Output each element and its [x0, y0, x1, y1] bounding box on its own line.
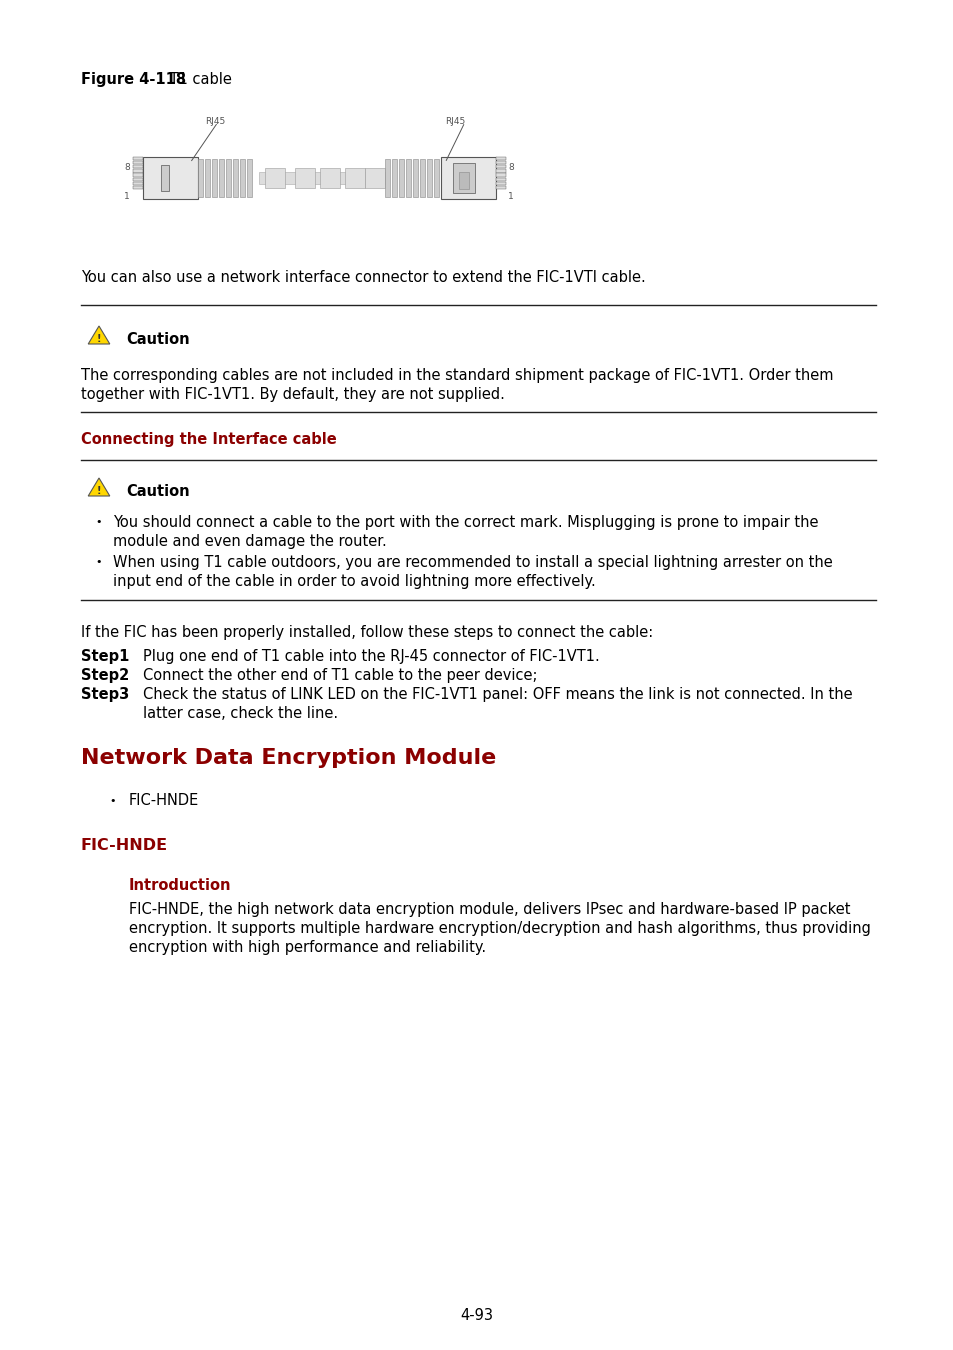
Text: If the FIC has been properly installed, follow these steps to connect the cable:: If the FIC has been properly installed, … — [81, 625, 653, 640]
Text: T1 cable: T1 cable — [165, 72, 232, 86]
Text: FIC-HNDE: FIC-HNDE — [129, 792, 199, 809]
Bar — [132, 157, 143, 161]
Bar — [496, 157, 505, 161]
Bar — [319, 167, 339, 188]
Text: Step1: Step1 — [81, 649, 130, 664]
Bar — [365, 167, 385, 188]
Bar — [496, 186, 505, 189]
Bar — [265, 167, 285, 188]
Bar — [132, 169, 143, 173]
Text: FIC-HNDE, the high network data encryption module, delivers IPsec and hardware-b: FIC-HNDE, the high network data encrypti… — [129, 902, 850, 917]
Bar — [258, 171, 385, 184]
Bar — [385, 159, 390, 197]
Text: together with FIC-1VT1. By default, they are not supplied.: together with FIC-1VT1. By default, they… — [81, 387, 504, 402]
Bar — [406, 159, 411, 197]
Text: The corresponding cables are not included in the standard shipment package of FI: The corresponding cables are not include… — [81, 369, 833, 383]
Bar — [132, 182, 143, 185]
Text: RJ45: RJ45 — [205, 117, 225, 126]
Bar — [496, 177, 505, 181]
Bar — [233, 159, 237, 197]
Bar — [496, 169, 505, 173]
Text: encryption. It supports multiple hardware encryption/decryption and hash algorit: encryption. It supports multiple hardwar… — [129, 921, 870, 936]
Bar — [419, 159, 424, 197]
Text: latter case, check the line.: latter case, check the line. — [143, 706, 337, 721]
Bar — [427, 159, 432, 197]
Bar — [198, 159, 203, 197]
Text: encryption with high performance and reliability.: encryption with high performance and rel… — [129, 940, 486, 954]
Bar — [458, 173, 469, 189]
Text: Caution: Caution — [126, 332, 190, 347]
Bar — [132, 173, 143, 177]
Bar — [398, 159, 403, 197]
Bar — [219, 159, 224, 197]
Text: 8: 8 — [124, 163, 130, 171]
Text: You should connect a cable to the port with the correct mark. Misplugging is pro: You should connect a cable to the port w… — [112, 514, 818, 531]
Bar — [496, 161, 505, 165]
Bar — [132, 177, 143, 181]
Text: When using T1 cable outdoors, you are recommended to install a special lightning: When using T1 cable outdoors, you are re… — [112, 555, 832, 570]
Bar — [240, 159, 245, 197]
Bar — [453, 163, 475, 193]
Bar — [392, 159, 396, 197]
Text: Figure 4-118: Figure 4-118 — [81, 72, 186, 86]
Text: Connecting the Interface cable: Connecting the Interface cable — [81, 432, 336, 447]
Bar — [212, 159, 216, 197]
Text: •: • — [95, 517, 102, 526]
Polygon shape — [88, 478, 110, 495]
Text: 4-93: 4-93 — [460, 1308, 493, 1323]
Text: 8: 8 — [507, 163, 514, 171]
Text: FIC-HNDE: FIC-HNDE — [81, 838, 168, 853]
Text: Plug one end of T1 cable into the RJ-45 connector of FIC-1VT1.: Plug one end of T1 cable into the RJ-45 … — [143, 649, 599, 664]
Text: !: ! — [96, 335, 101, 344]
Text: •: • — [110, 796, 116, 806]
Bar — [205, 159, 210, 197]
Text: •: • — [95, 558, 102, 567]
Text: Introduction: Introduction — [129, 878, 232, 892]
Bar — [496, 182, 505, 185]
Bar — [413, 159, 417, 197]
Text: Connect the other end of T1 cable to the peer device;: Connect the other end of T1 cable to the… — [143, 668, 537, 683]
Bar — [143, 157, 198, 198]
Text: Check the status of LINK LED on the FIC-1VT1 panel: OFF means the link is not co: Check the status of LINK LED on the FIC-… — [143, 687, 852, 702]
Bar — [496, 173, 505, 177]
Bar — [132, 165, 143, 169]
Text: module and even damage the router.: module and even damage the router. — [112, 535, 386, 549]
Bar — [496, 165, 505, 169]
Text: input end of the cable in order to avoid lightning more effectively.: input end of the cable in order to avoid… — [112, 574, 595, 589]
Text: Step3: Step3 — [81, 687, 129, 702]
Bar — [345, 167, 365, 188]
Bar — [226, 159, 231, 197]
Text: Step2: Step2 — [81, 668, 129, 683]
Text: You can also use a network interface connector to extend the FIC-1VTI cable.: You can also use a network interface con… — [81, 270, 645, 285]
Text: Caution: Caution — [126, 485, 190, 500]
Bar — [161, 165, 169, 190]
Text: RJ45: RJ45 — [444, 117, 465, 126]
Bar — [132, 161, 143, 165]
Text: 1: 1 — [507, 192, 514, 201]
Bar — [132, 186, 143, 189]
Polygon shape — [88, 325, 110, 344]
Bar — [294, 167, 314, 188]
Bar — [440, 157, 496, 198]
Bar — [434, 159, 438, 197]
Text: Network Data Encryption Module: Network Data Encryption Module — [81, 748, 496, 768]
Text: !: ! — [96, 486, 101, 497]
Text: 1: 1 — [124, 192, 130, 201]
Bar — [247, 159, 252, 197]
